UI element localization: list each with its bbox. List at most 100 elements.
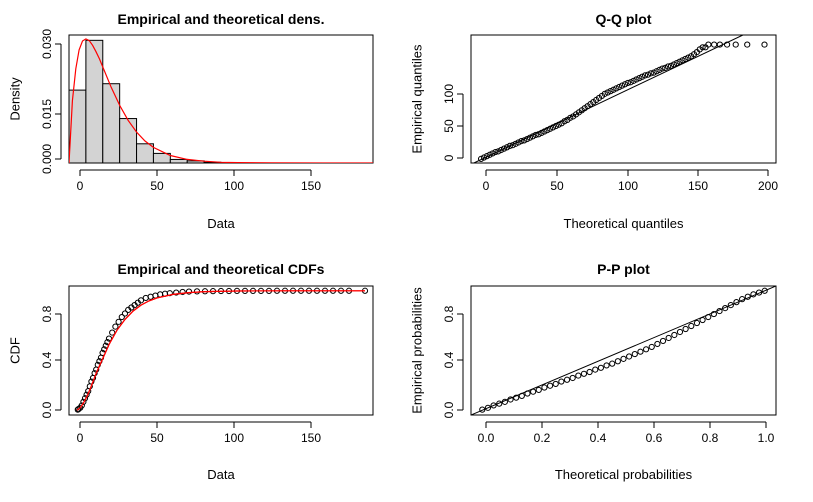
data-point xyxy=(121,310,129,317)
data-point xyxy=(509,142,516,149)
x-tick-label: 200 xyxy=(758,179,778,193)
data-point xyxy=(744,293,751,300)
data-point xyxy=(601,90,608,97)
data-point xyxy=(739,296,746,303)
reference-line xyxy=(473,35,744,163)
y-axis-label: Empirical probabilities xyxy=(409,287,424,414)
histogram-bar xyxy=(152,152,171,163)
histogram-bar xyxy=(102,83,121,163)
data-point xyxy=(500,145,508,152)
data-point xyxy=(607,88,614,95)
y-tick-label: 0 xyxy=(442,154,456,161)
data-point xyxy=(580,370,588,377)
x-tick-label: 150 xyxy=(301,179,321,193)
data-point xyxy=(637,348,644,355)
y-tick-label: 0.030 xyxy=(40,29,54,59)
data-point xyxy=(693,319,701,327)
y-tick-label: 0.8 xyxy=(40,305,54,322)
data-point xyxy=(609,360,616,367)
data-point xyxy=(484,404,492,411)
histogram-bar xyxy=(85,39,104,163)
x-tick-label: 50 xyxy=(150,179,164,193)
data-point xyxy=(546,382,554,389)
x-tick-label: 50 xyxy=(550,179,564,193)
data-point xyxy=(647,70,654,77)
data-point xyxy=(518,137,525,145)
data-point xyxy=(479,406,486,413)
data-point xyxy=(671,331,678,339)
data-point xyxy=(567,114,574,121)
data-point xyxy=(569,374,576,382)
x-tick-label: 0 xyxy=(77,431,84,445)
y-tick-label: 0.015 xyxy=(40,99,54,129)
data-point xyxy=(105,335,113,342)
data-point xyxy=(483,153,490,160)
y-tick-label: 100 xyxy=(442,84,456,104)
plot-frame xyxy=(470,285,777,416)
data-point xyxy=(549,124,557,131)
data-point xyxy=(490,402,497,409)
panel-cdf: Empirical and theoretical CDFs Data CDF 0 50… xyxy=(7,261,374,482)
data-point xyxy=(575,372,582,379)
data-point xyxy=(667,62,675,69)
data-point xyxy=(682,55,689,63)
data-point xyxy=(755,289,763,296)
panel-pp: P-P plot Theoretical probabilities Empiric… xyxy=(409,261,777,482)
plot-area xyxy=(69,38,373,163)
x-tick-label: 100 xyxy=(224,431,244,445)
data-point xyxy=(173,289,180,296)
data-point xyxy=(109,329,116,336)
y-tick-label: 50 xyxy=(442,119,456,133)
data-point xyxy=(705,313,712,321)
data-point xyxy=(512,140,519,147)
x-tick-label: 100 xyxy=(224,179,244,193)
data-point xyxy=(563,376,571,383)
data-point xyxy=(648,343,655,351)
data-point xyxy=(723,41,731,48)
chart-title: Q-Q plot xyxy=(596,11,652,27)
data-point xyxy=(621,81,629,88)
theoretical-cdf-curve xyxy=(76,290,365,411)
plot-area xyxy=(471,286,776,415)
data-point xyxy=(676,58,683,65)
data-point xyxy=(498,146,505,154)
x-tick-label: 0.4 xyxy=(590,431,607,445)
data-point xyxy=(506,142,513,149)
data-point xyxy=(603,362,610,369)
x-tick-label: 0.2 xyxy=(534,431,551,445)
data-point xyxy=(610,86,617,93)
data-point xyxy=(642,346,650,353)
data-point xyxy=(503,144,511,151)
data-point xyxy=(492,148,499,156)
data-point xyxy=(137,297,145,304)
panel-qq: Q-Q plot Theoretical quantiles Empirical q… xyxy=(409,11,778,231)
data-point xyxy=(676,328,684,336)
x-tick-label: 100 xyxy=(618,179,638,193)
data-point xyxy=(732,41,739,48)
chart-title: P-P plot xyxy=(597,261,650,277)
data-point xyxy=(597,364,605,371)
data-point xyxy=(518,392,525,399)
data-point xyxy=(722,304,729,312)
data-point xyxy=(636,75,643,82)
data-point xyxy=(118,313,125,321)
data-point xyxy=(529,133,536,140)
data-point xyxy=(521,137,528,144)
data-point xyxy=(618,82,626,89)
x-tick-label: 150 xyxy=(301,431,321,445)
data-point xyxy=(604,89,611,96)
x-tick-label: 0 xyxy=(77,179,84,193)
x-tick-label: 1.0 xyxy=(758,431,775,445)
data-point xyxy=(699,316,706,324)
data-point xyxy=(513,394,520,401)
data-point xyxy=(761,41,768,48)
data-point xyxy=(727,302,734,309)
chart-title: Empirical and theoretical CDFs xyxy=(118,261,325,277)
x-axis-label: Theoretical quantiles xyxy=(564,216,684,231)
theoretical-curve xyxy=(76,290,365,411)
data-point xyxy=(75,405,82,413)
data-point xyxy=(535,386,542,394)
data-point xyxy=(78,402,85,409)
data-point xyxy=(685,54,692,61)
data-point xyxy=(115,318,122,325)
